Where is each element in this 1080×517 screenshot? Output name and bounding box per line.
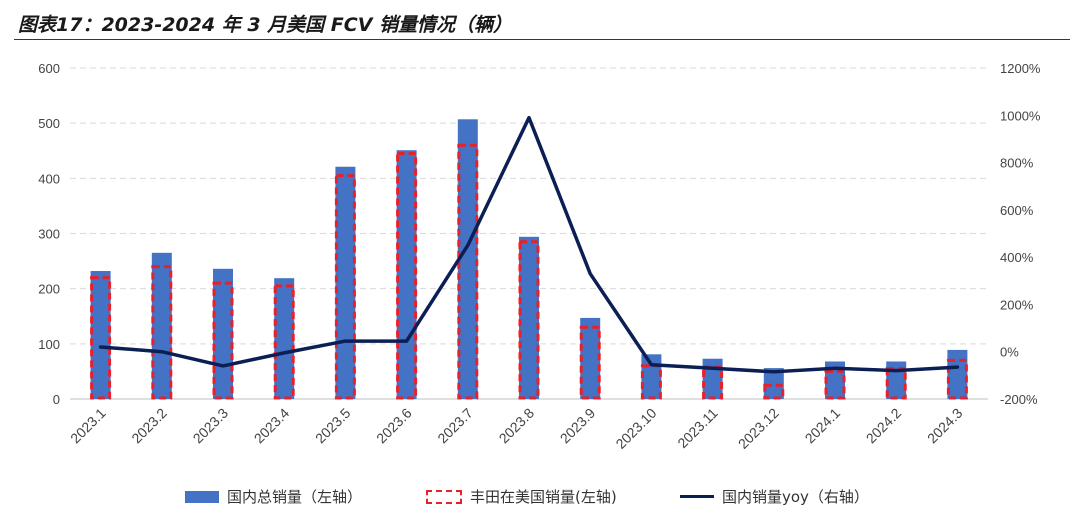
- domestic-total-bar: [763, 368, 784, 399]
- right-tick-label: 0%: [1000, 345, 1019, 360]
- right-tick-label: 600%: [1000, 203, 1034, 218]
- legend-label-yoy: 国内销量yoy（右轴）: [722, 488, 869, 506]
- domestic-total-bar: [151, 252, 172, 399]
- x-tick-label: 2024.1: [802, 405, 844, 447]
- toyota-dashed-bar: [702, 365, 724, 400]
- x-tick-label: 2023.9: [557, 405, 599, 447]
- legend-label-toyota: 丰田在美国销量(左轴): [470, 488, 617, 506]
- chart-title: 图表17：2023-2024 年 3 月美国 FCV 销量情况（辆）: [18, 14, 513, 36]
- x-tick-label: 2023.8: [496, 405, 538, 447]
- left-tick-label: 400: [38, 171, 60, 186]
- domestic-total-bar: [641, 354, 662, 399]
- x-tick-label: 2023.3: [190, 405, 232, 447]
- x-tick-label: 2023.5: [312, 405, 354, 447]
- x-tick-label: 2023.2: [128, 405, 170, 447]
- left-tick-label: 600: [38, 61, 60, 76]
- domestic-total-bar: [457, 119, 478, 400]
- legend-toyota: 丰田在美国销量(左轴): [426, 486, 617, 507]
- domestic-total-bar: [213, 268, 233, 399]
- x-tick-label: 2023.1: [67, 405, 109, 447]
- toyota-dashed-bar: [946, 358, 968, 400]
- x-tick-label: 2024.2: [863, 405, 905, 447]
- toyota-dashed-bar: [518, 240, 540, 400]
- fcv-sales-chart: 0 100 200 300 400 500 600 -200% 0% 200% 400% 600% 8…: [38, 61, 1041, 452]
- x-axis: 2023.1 2023.2 2023.3 2023.4 2023.5 2023.6 2023…: [67, 405, 966, 452]
- toyota-dashed-bar: [396, 152, 418, 400]
- toyota-dashed-bar: [334, 174, 356, 400]
- title-divider: [14, 39, 1070, 40]
- yoy-line: [98, 115, 960, 374]
- toyota-dashed-bar: [273, 284, 295, 400]
- left-tick-label: 100: [38, 337, 60, 352]
- domestic-total-bar: [580, 317, 601, 399]
- right-tick-label: -200%: [1000, 392, 1038, 407]
- legend-swatch-red-dashed: [426, 489, 462, 504]
- domestic-total-bar: [90, 271, 111, 399]
- toyota-dashed-bar: [457, 143, 479, 400]
- domestic-total-bar: [886, 361, 907, 399]
- left-y-axis: 0 100 200 300 400 500 600: [38, 61, 60, 407]
- x-tick-label: 2023.10: [612, 405, 659, 452]
- left-tick-label: 300: [38, 227, 60, 242]
- toyota-dashed-bar: [151, 265, 173, 400]
- x-tick-label: 2023.4: [251, 405, 293, 447]
- right-tick-label: 200%: [1000, 297, 1034, 312]
- legend-label-domestic: 国内总销量（左轴）: [227, 488, 363, 506]
- domestic-total-bar: [274, 278, 295, 399]
- legend-swatch-blue-bar: [185, 490, 219, 503]
- domestic-total-bar: [519, 236, 539, 399]
- right-tick-label: 1000%: [1000, 108, 1041, 123]
- bar-series: [90, 119, 968, 400]
- domestic-total-bar: [396, 150, 417, 399]
- yoy-line-series: [98, 115, 960, 374]
- legend-domestic-total: 国内总销量（左轴）: [185, 486, 362, 507]
- x-tick-label: 2023.7: [434, 405, 476, 447]
- x-tick-label: 2023.12: [735, 405, 782, 452]
- left-tick-label: 200: [38, 282, 60, 297]
- x-tick-label: 2023.6: [373, 405, 415, 447]
- toyota-dashed-bar: [885, 367, 907, 400]
- right-tick-label: 400%: [1000, 250, 1034, 265]
- right-y-axis: -200% 0% 200% 400% 600% 800% 1000% 1200%: [1000, 61, 1041, 407]
- left-tick-label: 500: [38, 116, 60, 131]
- x-tick-label: 2023.11: [674, 405, 721, 452]
- x-tick-label: 2024.3: [924, 405, 966, 447]
- right-tick-label: 800%: [1000, 156, 1034, 171]
- legend-swatch-navy-line: [680, 495, 714, 498]
- toyota-dashed-bar: [90, 276, 112, 400]
- right-tick-label: 1200%: [1000, 61, 1041, 76]
- toyota-dashed-bar: [640, 364, 662, 400]
- toyota-dashed-bar: [763, 383, 785, 400]
- domestic-total-bar: [335, 166, 356, 399]
- domestic-total-bar: [947, 349, 968, 399]
- domestic-total-bar: [702, 358, 723, 399]
- left-tick-label: 0: [53, 392, 60, 407]
- legend-yoy: 国内销量yoy（右轴）: [680, 486, 869, 507]
